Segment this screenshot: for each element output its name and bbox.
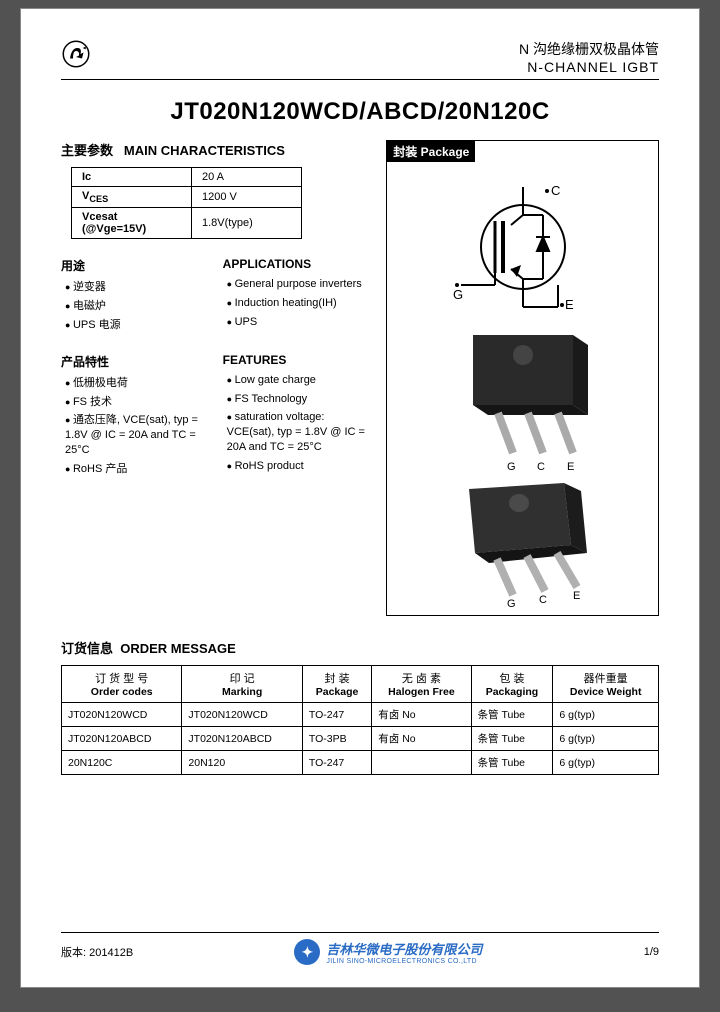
table-row: Ic 20 A: [72, 168, 302, 187]
list-item: saturation voltage: VCE(sat), typ = 1.8V…: [227, 410, 373, 455]
char-param: VCES: [72, 187, 192, 208]
order-table: 订 货 型 号Order codes 印 记Marking 封 装Package…: [61, 665, 659, 775]
char-param: Ic: [72, 168, 192, 187]
svg-text:G: G: [507, 461, 516, 473]
list-item: 逆变器: [65, 280, 211, 295]
char-value: 1200 V: [192, 187, 302, 208]
pin-g-label: G: [453, 287, 463, 302]
list-item: 通态压降, VCE(sat), typ = 1.8V @ IC = 20A an…: [65, 413, 211, 458]
order-section: 订货信息 ORDER MESSAGE 订 货 型 号Order codes 印 …: [61, 638, 659, 775]
package-head: 封装 Package: [387, 141, 475, 162]
list-item: 低栅极电荷: [65, 376, 211, 391]
feat-cn-list: 低栅极电荷 FS 技术 通态压降, VCE(sat), typ = 1.8V @…: [61, 376, 211, 477]
list-item: 电磁炉: [65, 299, 211, 314]
header-right: N 沟绝缘栅双极晶体管 N-CHANNEL IGBT: [519, 39, 659, 75]
char-param: Vcesat (@Vge=15V): [72, 208, 192, 239]
apps-en-head: APPLICATIONS: [223, 257, 373, 271]
table-row: 20N120C20N120TO-247条管 Tube6 g(typ): [62, 751, 659, 775]
left-column: 主要参数 MAIN CHARACTERISTICS Ic 20 A VCES 1…: [61, 140, 372, 616]
version-text: 版本: 201412B: [61, 944, 133, 960]
header-rule: [61, 79, 659, 80]
characteristics-table: Ic 20 A VCES 1200 V Vcesat (@Vge=15V) 1.…: [71, 167, 302, 239]
main-char-en: MAIN CHARACTERISTICS: [124, 143, 285, 158]
apps-en-list: General purpose inverters Induction heat…: [223, 277, 373, 330]
list-item: RoHS product: [227, 459, 373, 474]
list-item: General purpose inverters: [227, 277, 373, 292]
list-item: UPS 电源: [65, 318, 211, 333]
list-item: Low gate charge: [227, 373, 373, 388]
svg-text:C: C: [537, 461, 545, 473]
svg-text:E: E: [573, 590, 580, 602]
company-logo-icon: ✦: [294, 939, 320, 965]
package-photo-2: G C E: [387, 475, 658, 615]
list-item: FS Technology: [227, 392, 373, 407]
pin-e-label: E: [565, 297, 574, 312]
feat-en-list: Low gate charge FS Technology saturation…: [223, 373, 373, 474]
page-number: 1/9: [644, 946, 659, 958]
package-panel: 封装 Package: [386, 140, 659, 616]
product-type-cn: N 沟绝缘栅双极晶体管: [519, 39, 659, 59]
company-logo: ✦ 吉林华微电子股份有限公司 JILIN SINO-MICROELECTRONI…: [294, 939, 482, 965]
company-cn: 吉林华微电子股份有限公司: [326, 939, 482, 958]
list-item: UPS: [227, 315, 373, 330]
igbt-schematic: C G E: [387, 162, 658, 325]
table-row: Vcesat (@Vge=15V) 1.8V(type): [72, 208, 302, 239]
feat-en-head: FEATURES: [223, 353, 373, 367]
logo: [61, 39, 91, 72]
table-row: VCES 1200 V: [72, 187, 302, 208]
apps-cn-head: 用途: [61, 257, 211, 274]
content-columns: 主要参数 MAIN CHARACTERISTICS Ic 20 A VCES 1…: [61, 140, 659, 616]
product-type-en: N-CHANNEL IGBT: [519, 59, 659, 75]
svg-text:G: G: [507, 598, 516, 610]
table-row: JT020N120WCDJT020N120WCDTO-247有卤 No条管 Tu…: [62, 703, 659, 727]
svg-text:C: C: [539, 594, 547, 606]
table-row: JT020N120ABCDJT020N120ABCDTO-3PB有卤 No条管 …: [62, 727, 659, 751]
list-item: FS 技术: [65, 395, 211, 410]
applications-block: 用途 逆变器 电磁炉 UPS 电源 APPLICATIONS General p…: [61, 257, 372, 337]
table-header-row: 订 货 型 号Order codes 印 记Marking 封 装Package…: [62, 666, 659, 703]
main-char-head: 主要参数 MAIN CHARACTERISTICS: [61, 140, 372, 159]
features-block: 产品特性 低栅极电荷 FS 技术 通态压降, VCE(sat), typ = 1…: [61, 353, 372, 481]
part-number-title: JT020N120WCD/ABCD/20N120C: [61, 98, 659, 126]
order-head: 订货信息 ORDER MESSAGE: [61, 638, 659, 657]
char-value: 20 A: [192, 168, 302, 187]
footer: 版本: 201412B ✦ 吉林华微电子股份有限公司 JILIN SINO-MI…: [61, 932, 659, 965]
main-char-cn: 主要参数: [61, 143, 113, 158]
list-item: RoHS 产品: [65, 462, 211, 477]
datasheet-page: N 沟绝缘栅双极晶体管 N-CHANNEL IGBT JT020N120WCD/…: [20, 8, 700, 988]
header: N 沟绝缘栅双极晶体管 N-CHANNEL IGBT: [61, 39, 659, 75]
char-value: 1.8V(type): [192, 208, 302, 239]
package-photo-1: G C E: [387, 325, 658, 475]
svg-text:E: E: [567, 461, 574, 473]
package-contents: C G E: [387, 162, 658, 615]
apps-cn-list: 逆变器 电磁炉 UPS 电源: [61, 280, 211, 333]
list-item: Induction heating(IH): [227, 296, 373, 311]
pin-c-label: C: [551, 183, 560, 198]
company-en: JILIN SINO-MICROELECTRONICS CO.,LTD: [326, 958, 482, 965]
feat-cn-head: 产品特性: [61, 353, 211, 370]
